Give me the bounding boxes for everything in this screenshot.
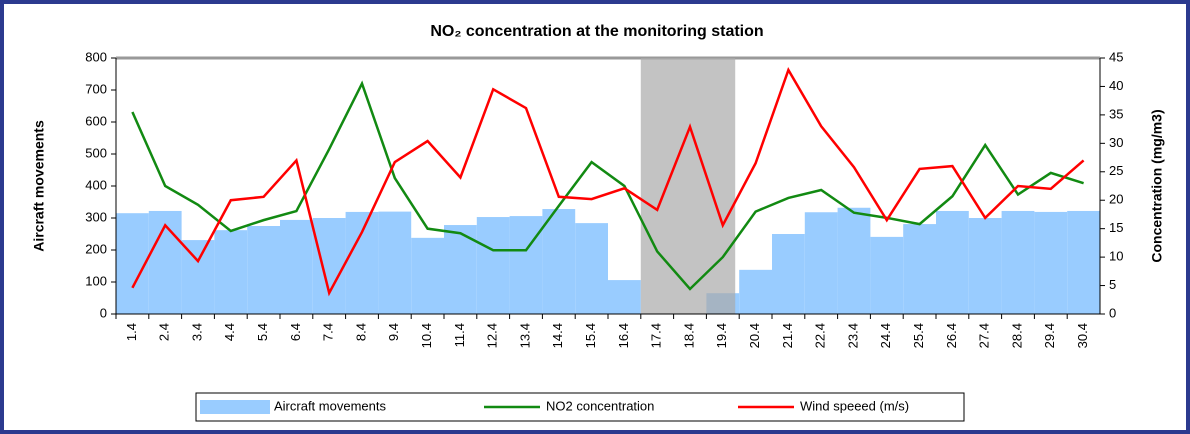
- y2-tick-label: 25: [1109, 163, 1123, 178]
- line-series: [131, 80, 1084, 291]
- x-tick-label: 10.4: [419, 323, 434, 348]
- bar: [804, 212, 838, 314]
- x-tick-label: 2.4: [157, 323, 172, 341]
- y-axis-title: Aircraft movements: [31, 120, 47, 252]
- bar: [280, 219, 313, 314]
- y-tick-label: 200: [85, 241, 107, 256]
- x-tick-label: 7.4: [321, 323, 336, 341]
- x-tick-label: 18.4: [681, 323, 696, 348]
- bar: [936, 210, 969, 314]
- y2-tick-label: 20: [1109, 192, 1123, 207]
- bar: [378, 211, 412, 314]
- x-tick-label: 21.4: [780, 323, 795, 348]
- x-tick-label: 27.4: [977, 323, 992, 348]
- y-tick-label: 500: [85, 145, 107, 160]
- y-tick-label: 800: [85, 49, 107, 64]
- x-tick-label: 6.4: [288, 323, 303, 341]
- bar: [116, 213, 149, 314]
- y-tick-label: 700: [85, 81, 107, 96]
- x-tick-label: 25.4: [911, 323, 926, 348]
- x-tick-label: 23.4: [845, 323, 860, 348]
- x-tick-label: 26.4: [944, 323, 959, 348]
- bar: [837, 207, 871, 314]
- x-tick-label: 3.4: [189, 323, 204, 341]
- legend-swatch: [200, 400, 270, 414]
- bar: [968, 218, 1002, 314]
- x-tick-label: 13.4: [517, 323, 532, 348]
- highlight-band: [640, 58, 736, 314]
- y-tick-label: 600: [85, 113, 107, 128]
- bar: [1067, 210, 1100, 314]
- bar: [345, 211, 379, 314]
- bar: [247, 226, 280, 314]
- x-tick-label: 14.4: [550, 323, 565, 348]
- line-series: [131, 66, 1085, 297]
- legend-label: Aircraft movements: [274, 398, 386, 413]
- x-tick-label: 16.4: [616, 323, 631, 348]
- bar: [772, 234, 805, 314]
- chart-title: NO₂ concentration at the monitoring stat…: [430, 23, 763, 40]
- y-tick-label: 300: [85, 209, 107, 224]
- bar: [1001, 210, 1035, 314]
- y2-axis-title: Concentration (mg/m3): [1149, 109, 1165, 262]
- x-tick-label: 22.4: [813, 323, 828, 348]
- y2-tick-label: 45: [1109, 49, 1123, 64]
- bar: [608, 280, 641, 314]
- y2-tick-label: 15: [1109, 220, 1123, 235]
- x-tick-label: 20.4: [747, 323, 762, 348]
- bar: [214, 230, 248, 314]
- y2-tick-label: 0: [1109, 305, 1116, 320]
- bar: [148, 210, 182, 314]
- bar: [312, 218, 346, 314]
- bar: [181, 240, 215, 314]
- bar: [739, 269, 772, 314]
- legend-label: Wind speeed (m/s): [800, 398, 909, 413]
- x-tick-label: 9.4: [386, 323, 401, 341]
- x-tick-label: 5.4: [255, 323, 270, 341]
- bar: [411, 237, 444, 314]
- x-tick-label: 12.4: [485, 323, 500, 348]
- bar: [575, 223, 608, 314]
- y2-tick-label: 40: [1109, 78, 1123, 93]
- y-tick-label: 400: [85, 177, 107, 192]
- x-tick-label: 17.4: [649, 323, 664, 348]
- x-tick-label: 24.4: [878, 323, 893, 348]
- y2-tick-label: 5: [1109, 277, 1116, 292]
- x-tick-label: 1.4: [124, 323, 139, 341]
- legend-box: [195, 392, 965, 422]
- bar: [870, 236, 904, 314]
- x-tick-label: 29.4: [1042, 323, 1057, 348]
- y2-tick-label: 30: [1109, 135, 1123, 150]
- x-tick-label: 15.4: [583, 323, 598, 348]
- bar: [509, 216, 543, 314]
- x-tick-label: 4.4: [222, 323, 237, 341]
- y-tick-label: 100: [85, 273, 107, 288]
- y-tick-label: 0: [100, 305, 107, 320]
- x-tick-label: 8.4: [353, 323, 368, 341]
- bar: [476, 217, 510, 314]
- legend-label: NO2 concentration: [546, 398, 654, 413]
- bar: [903, 224, 936, 314]
- x-tick-label: 11.4: [452, 323, 467, 347]
- y2-tick-label: 35: [1109, 106, 1123, 121]
- x-tick-label: 19.4: [714, 323, 729, 348]
- x-tick-label: 28.4: [1009, 323, 1024, 348]
- y2-tick-label: 10: [1109, 249, 1123, 264]
- x-tick-label: 30.4: [1075, 323, 1090, 348]
- bar: [1034, 211, 1068, 314]
- bar: [542, 209, 576, 314]
